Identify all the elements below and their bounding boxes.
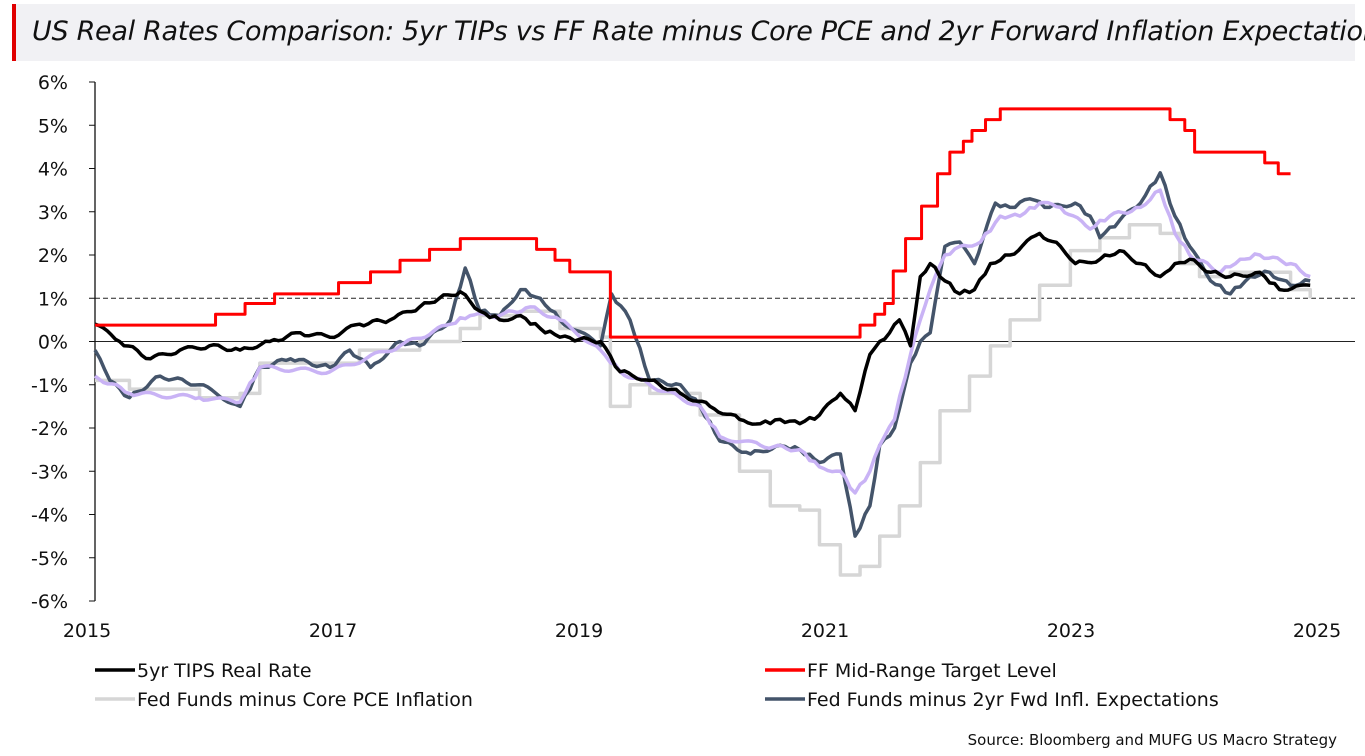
legend-label: FF Mid-Range Target Level — [807, 660, 1057, 682]
legend-label: Fed Funds minus 2yr Fwd Infl. Expectatio… — [807, 689, 1219, 711]
series-line-5yr-tips-real-rate — [94, 231, 1311, 426]
x-tick-label: 2025 — [1293, 620, 1341, 642]
y-tick-label: 2% — [38, 245, 68, 267]
legend-item: Fed Funds minus 2yr Fwd Infl. Expectatio… — [765, 689, 1219, 711]
legend-item: FF Mid-Range Target Level — [765, 660, 1057, 682]
legend-label: 5yr TIPS Real Rate — [137, 660, 312, 682]
legend: 5yr TIPS Real Rate FF Mid-Range Target Le… — [95, 660, 1219, 711]
y-tick-label: 3% — [38, 202, 68, 224]
legend-label: Fed Funds minus Core PCE Inflation — [137, 689, 473, 711]
y-tick-label: 5% — [38, 115, 68, 137]
x-tick-label: 2019 — [555, 620, 603, 642]
series-lines — [93, 107, 1312, 577]
y-tick-label: 6% — [38, 72, 68, 94]
source-note: Source: Bloomberg and MUFG US Macro Stra… — [968, 731, 1337, 749]
y-tick-label: -1% — [31, 375, 68, 397]
y-tick-label: -4% — [31, 505, 68, 527]
series-line-ff-minus-2yr-fwd-alt- — [93, 188, 1311, 495]
x-tick-label: 2023 — [1047, 620, 1095, 642]
chart-title-bar: US Real Rates Comparison: 5yr TIPs vs FF… — [12, 4, 1365, 61]
x-tick-label: 2021 — [801, 620, 849, 642]
series-line-ff-mid-range-target-level — [95, 107, 1291, 339]
y-tick-label: -3% — [31, 461, 68, 483]
y-tick-label: -6% — [31, 591, 68, 613]
legend-item: 5yr TIPS Real Rate — [95, 660, 312, 682]
legend-item: Fed Funds minus Core PCE Inflation — [95, 689, 473, 711]
y-tick-label: -2% — [31, 418, 68, 440]
axes: -6% -5% -4% -3% -2% -1% 0% 1% 2% 3% 4% 5% 6% 2015 2017… — [31, 72, 1341, 642]
reference-lines — [95, 297, 1355, 342]
x-tick-label: 2015 — [63, 620, 111, 642]
y-tick-label: 0% — [38, 332, 68, 354]
series-line-fed-funds-minus-2yr-fwd-infl-expectations — [93, 171, 1311, 538]
y-tick-label: 1% — [38, 288, 68, 310]
y-tick-label: -5% — [31, 548, 68, 570]
chart-title: US Real Rates Comparison: 5yr TIPs vs FF… — [32, 16, 1365, 47]
x-tick-label: 2017 — [309, 620, 357, 642]
series-line-fed-funds-minus-core-pce-inflation — [95, 222, 1312, 577]
y-tick-label: 4% — [38, 159, 68, 181]
